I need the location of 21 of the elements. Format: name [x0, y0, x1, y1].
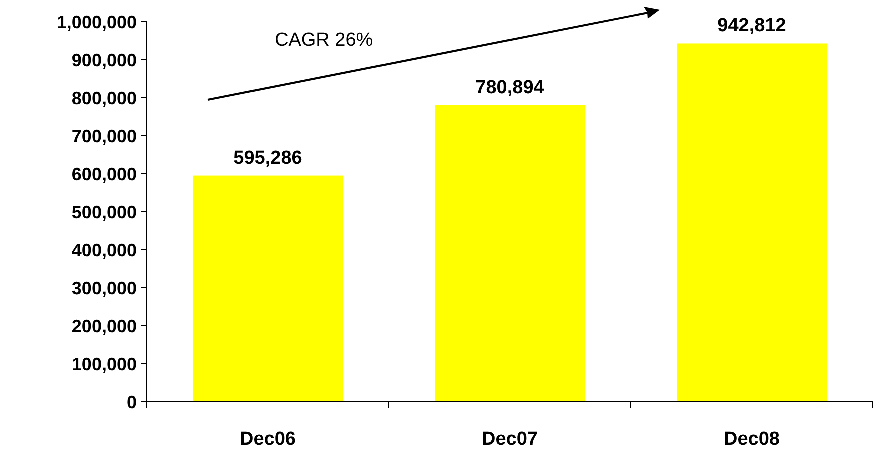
bar: [676, 44, 828, 402]
bar: [434, 105, 586, 402]
data-label: 942,812: [718, 16, 786, 37]
annotation: CAGR 26%: [275, 30, 374, 51]
y-tick-label: 800,000: [72, 88, 137, 108]
y-tick-label: 300,000: [72, 278, 137, 298]
y-tick-label: 400,000: [72, 240, 137, 260]
y-tick-label: 900,000: [72, 50, 137, 70]
y-tick-label: 600,000: [72, 164, 137, 184]
y-tick-label: 700,000: [72, 126, 137, 146]
data-label: 595,286: [234, 148, 302, 169]
x-tick-label: Dec06: [240, 429, 296, 450]
y-tick-label: 200,000: [72, 316, 137, 336]
y-tick-label: 100,000: [72, 354, 137, 374]
y-tick-label: 1,000,000: [56, 12, 137, 32]
data-label: 780,894: [476, 77, 545, 98]
y-tick-label: 500,000: [72, 202, 137, 222]
y-tick-label: 0: [126, 392, 137, 412]
x-tick-label: Dec07: [482, 429, 538, 450]
bar: [192, 176, 344, 402]
x-tick-label: Dec08: [724, 429, 780, 450]
